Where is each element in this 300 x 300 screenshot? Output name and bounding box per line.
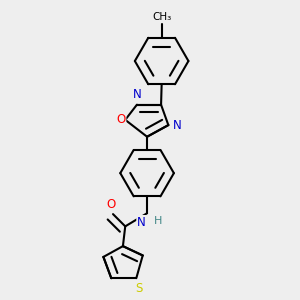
Text: H: H [154, 216, 162, 226]
Text: S: S [136, 282, 143, 295]
Text: N: N [173, 118, 182, 132]
Text: O: O [106, 198, 115, 211]
Text: O: O [116, 113, 126, 126]
Text: N: N [137, 216, 146, 229]
Text: CH₃: CH₃ [152, 12, 171, 22]
Text: N: N [133, 88, 141, 101]
